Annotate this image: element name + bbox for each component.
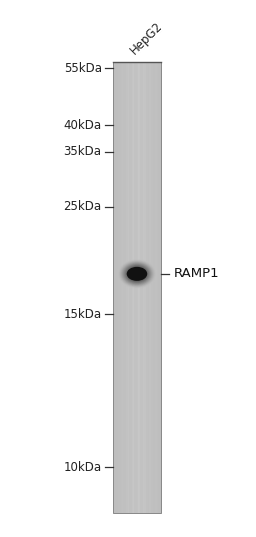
Bar (136, 62, 137, 513)
Bar (142, 62, 144, 513)
Text: 35kDa: 35kDa (64, 146, 102, 158)
Bar (127, 62, 129, 513)
Bar (160, 62, 162, 513)
Text: 40kDa: 40kDa (63, 119, 102, 132)
Bar (130, 62, 131, 513)
Bar (121, 62, 123, 513)
Bar (115, 62, 117, 513)
Bar (133, 62, 135, 513)
Ellipse shape (121, 262, 153, 286)
Text: HepG2: HepG2 (128, 19, 165, 57)
Ellipse shape (123, 263, 151, 285)
Bar (122, 62, 124, 513)
Bar (155, 62, 157, 513)
Text: 10kDa: 10kDa (63, 461, 102, 474)
Bar (119, 62, 120, 513)
Bar (148, 62, 150, 513)
Bar (159, 62, 161, 513)
Ellipse shape (124, 264, 150, 284)
Bar (145, 62, 147, 513)
Text: 55kDa: 55kDa (64, 62, 102, 75)
Bar (156, 62, 158, 513)
Ellipse shape (125, 265, 149, 283)
Ellipse shape (129, 268, 145, 280)
Bar (154, 62, 156, 513)
Ellipse shape (120, 261, 154, 287)
Bar (125, 62, 126, 513)
Bar (116, 62, 118, 513)
Bar (158, 62, 159, 513)
Ellipse shape (116, 258, 157, 289)
Ellipse shape (118, 259, 156, 289)
Bar (144, 62, 146, 513)
Ellipse shape (118, 260, 156, 288)
Bar (138, 62, 140, 513)
Ellipse shape (127, 267, 147, 281)
Text: 15kDa: 15kDa (63, 308, 102, 321)
Ellipse shape (130, 268, 144, 279)
Ellipse shape (128, 267, 146, 281)
Bar (143, 62, 145, 513)
Bar (113, 62, 114, 513)
Bar (118, 62, 119, 513)
Bar (152, 62, 153, 513)
Bar (129, 62, 130, 513)
Bar (139, 62, 141, 513)
Bar (113, 62, 161, 513)
Bar (149, 62, 151, 513)
Bar (126, 62, 128, 513)
Text: 25kDa: 25kDa (63, 200, 102, 213)
Text: RAMP1: RAMP1 (174, 267, 219, 280)
Bar (114, 62, 115, 513)
Bar (132, 62, 134, 513)
Ellipse shape (122, 263, 152, 285)
Bar (150, 62, 152, 513)
Ellipse shape (126, 266, 148, 282)
Bar (141, 62, 142, 513)
Bar (135, 62, 136, 513)
Bar (120, 62, 122, 513)
Bar (147, 62, 148, 513)
Bar (137, 62, 139, 513)
Bar (124, 62, 125, 513)
Ellipse shape (119, 260, 155, 287)
Ellipse shape (127, 266, 147, 281)
Bar (153, 62, 154, 513)
Bar (131, 62, 133, 513)
